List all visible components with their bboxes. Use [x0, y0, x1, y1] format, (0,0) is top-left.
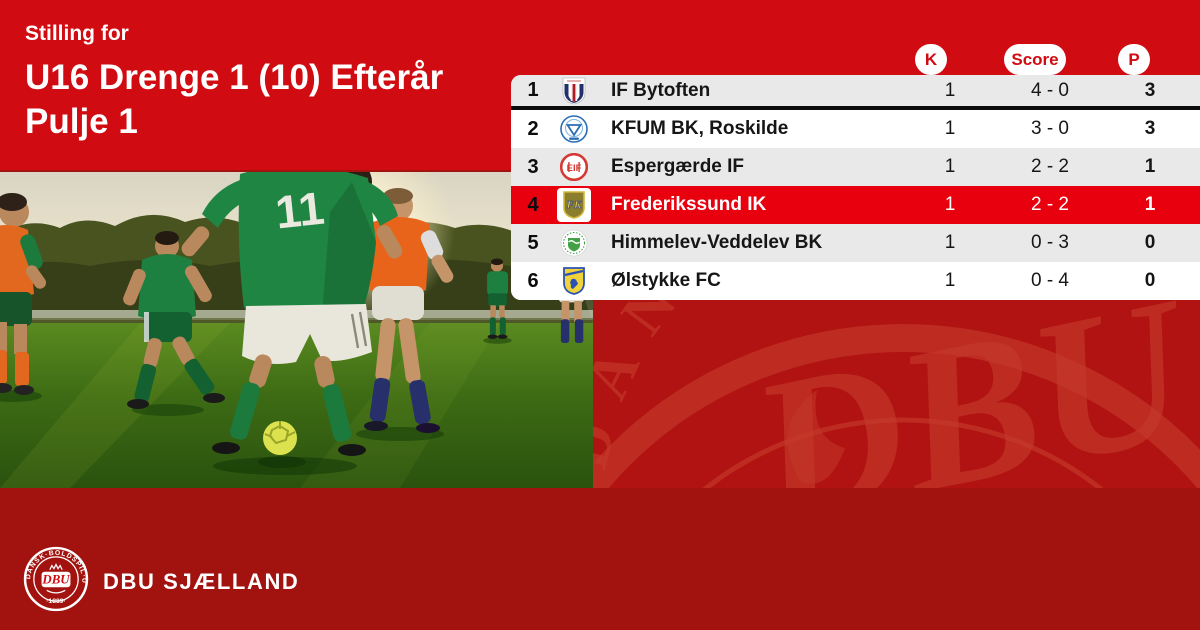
- player-distant-1: [483, 258, 512, 344]
- grass-light-streak: [0, 323, 230, 488]
- club-logo-himmelev-veddelev-icon: [559, 228, 589, 258]
- table-row: 2 KFUM BK, Roskilde 1 3 - 0 3: [511, 110, 1200, 148]
- table-row: 6 Ølstykke FC 1 0 - 4 0: [511, 262, 1200, 300]
- dbu-logo-year: ·1889·: [46, 598, 66, 605]
- club-logo-if-bytoften-icon: [559, 76, 589, 106]
- title-block: Stilling for U16 Drenge 1 (10) Efterår P…: [0, 0, 511, 170]
- team-name: Ølstykke FC: [611, 270, 721, 291]
- table-row: 5 Himmelev-Veddelev BK 1 0 - 3 0: [511, 224, 1200, 262]
- points-value: 3: [1144, 79, 1156, 101]
- club-logo-kfum-roskilde-icon: [559, 114, 589, 144]
- matches-value: 1: [944, 118, 956, 139]
- page-title: U16 Drenge 1 (10) Efterår: [25, 58, 444, 97]
- dbu-logo-icon: DANSK·BOLDSPIL·UNION ·1889· DBU: [20, 541, 89, 617]
- watermark-wing-icon: [787, 390, 845, 484]
- match-photo: 11: [0, 140, 593, 488]
- svg-text:EIF: EIF: [567, 163, 582, 174]
- shirt-number: 11: [273, 182, 327, 239]
- team-name: KFUM BK, Roskilde: [611, 118, 789, 139]
- team-name: Himmelev-Veddelev BK: [611, 232, 823, 253]
- table-row: 3 EIF Espergærde IF 1 2 - 2 1: [511, 148, 1200, 186]
- score-value: 2 - 2: [1030, 156, 1070, 177]
- brand-name: DBU SJÆLLAND: [103, 568, 300, 594]
- table-row-highlighted: 4 FK Frederikssund IK 1 2 - 2 1: [511, 186, 1200, 224]
- club-logo-frederikssund-icon: FK: [557, 188, 591, 222]
- points-value: 0: [1144, 232, 1156, 253]
- player-green-left: [123, 231, 225, 416]
- table-row: 1 IF Bytoften 1 4 - 0 3: [511, 75, 1200, 106]
- matches-value: 1: [944, 194, 956, 215]
- team-name: IF Bytoften: [611, 79, 711, 101]
- position: 6: [527, 269, 539, 292]
- club-logo-oelstykke-icon: [559, 266, 589, 296]
- points-value: 0: [1144, 270, 1156, 291]
- svg-text:FK: FK: [566, 199, 582, 211]
- score-value: 4 - 0: [1030, 79, 1070, 101]
- team-name: Espergærde IF: [611, 156, 745, 177]
- team-name: Frederikssund IK: [611, 194, 767, 215]
- matches-value: 1: [944, 79, 956, 101]
- score-value: 0 - 3: [1030, 232, 1070, 253]
- matches-value: 1: [944, 270, 956, 291]
- points-value: 1: [1144, 194, 1156, 215]
- matches-value: 1: [944, 156, 956, 177]
- player-orange-left: [0, 193, 47, 402]
- kicker-text: Stilling for: [25, 22, 129, 45]
- matches-value: 1: [944, 232, 956, 253]
- position: 2: [527, 117, 539, 140]
- player-main-11: 11: [181, 160, 403, 475]
- position: 5: [527, 231, 539, 254]
- column-header-score: Score: [1004, 44, 1066, 75]
- position: 4: [527, 193, 539, 216]
- club-logo-espergaerde-icon: EIF: [559, 152, 589, 182]
- dbu-crest-rings-icon: [593, 324, 1200, 488]
- football: [258, 421, 306, 468]
- points-value: 1: [1144, 156, 1156, 177]
- footer-brand: DANSK·BOLDSPIL·UNION ·1889· DBU DBU SJÆL…: [20, 541, 300, 617]
- dbu-watermark-band: DAN DBU: [593, 300, 1200, 488]
- score-value: 0 - 4: [1030, 270, 1070, 291]
- column-header-points: P: [1118, 44, 1150, 75]
- page-subtitle: Pulje 1: [25, 102, 138, 141]
- first-place-divider: [511, 106, 1200, 110]
- score-value: 2 - 2: [1030, 194, 1070, 215]
- column-header-matches: K: [915, 44, 947, 75]
- score-value: 3 - 0: [1030, 118, 1070, 139]
- position: 3: [527, 155, 539, 178]
- position: 1: [527, 79, 539, 101]
- standings-table: 1 IF Bytoften 1 4 - 0 3 2: [511, 75, 1200, 300]
- points-value: 3: [1144, 118, 1156, 139]
- dbu-logo-center-text: DBU: [41, 573, 70, 587]
